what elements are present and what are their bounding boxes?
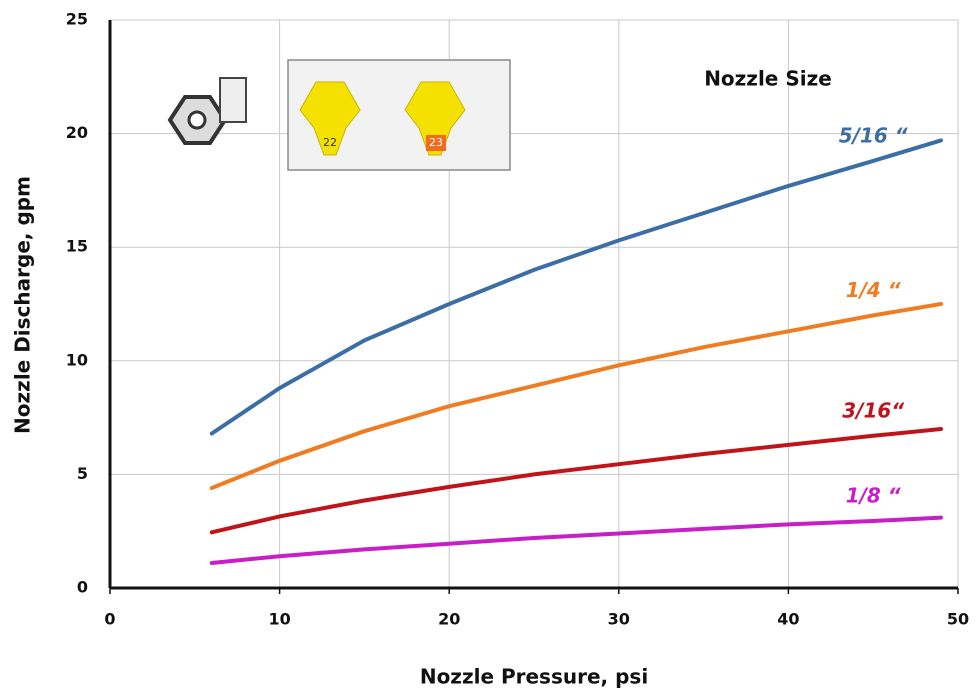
x-tick-label: 30 xyxy=(608,610,630,629)
series-label: 1/4 “ xyxy=(846,278,902,302)
nozzle-label: 22 xyxy=(323,136,337,149)
x-axis-label: Nozzle Pressure, psi xyxy=(420,665,648,689)
y-tick-label: 20 xyxy=(66,123,88,142)
series-label: 1/8 “ xyxy=(846,483,902,507)
nozzle-label: 23 xyxy=(429,136,443,149)
nozzle-icons: 22 23 xyxy=(170,60,510,170)
series-line xyxy=(212,304,941,488)
series-line xyxy=(212,518,941,563)
nut-hole xyxy=(189,112,205,128)
x-tick-label: 10 xyxy=(268,610,290,629)
y-tick-label: 5 xyxy=(77,464,88,483)
chart: 22 23 Nozzle Size Nozzle Pressure, psi N… xyxy=(0,0,976,694)
x-tick-label: 50 xyxy=(947,610,969,629)
annotation: Nozzle Size xyxy=(704,67,832,91)
y-tick-label: 10 xyxy=(66,350,88,369)
series-line xyxy=(212,140,941,433)
x-tick-label: 40 xyxy=(777,610,799,629)
nut-thread xyxy=(220,78,246,122)
y-tick-label: 25 xyxy=(66,10,88,29)
y-axis-label: Nozzle Discharge, gpm xyxy=(11,176,35,434)
x-tick-label: 20 xyxy=(438,610,460,629)
y-tick-label: 15 xyxy=(66,237,88,256)
series-label: 5/16 “ xyxy=(839,123,909,147)
y-tick-label: 0 xyxy=(77,578,88,597)
x-tick-label: 0 xyxy=(104,610,115,629)
series-label: 3/16“ xyxy=(842,398,905,422)
